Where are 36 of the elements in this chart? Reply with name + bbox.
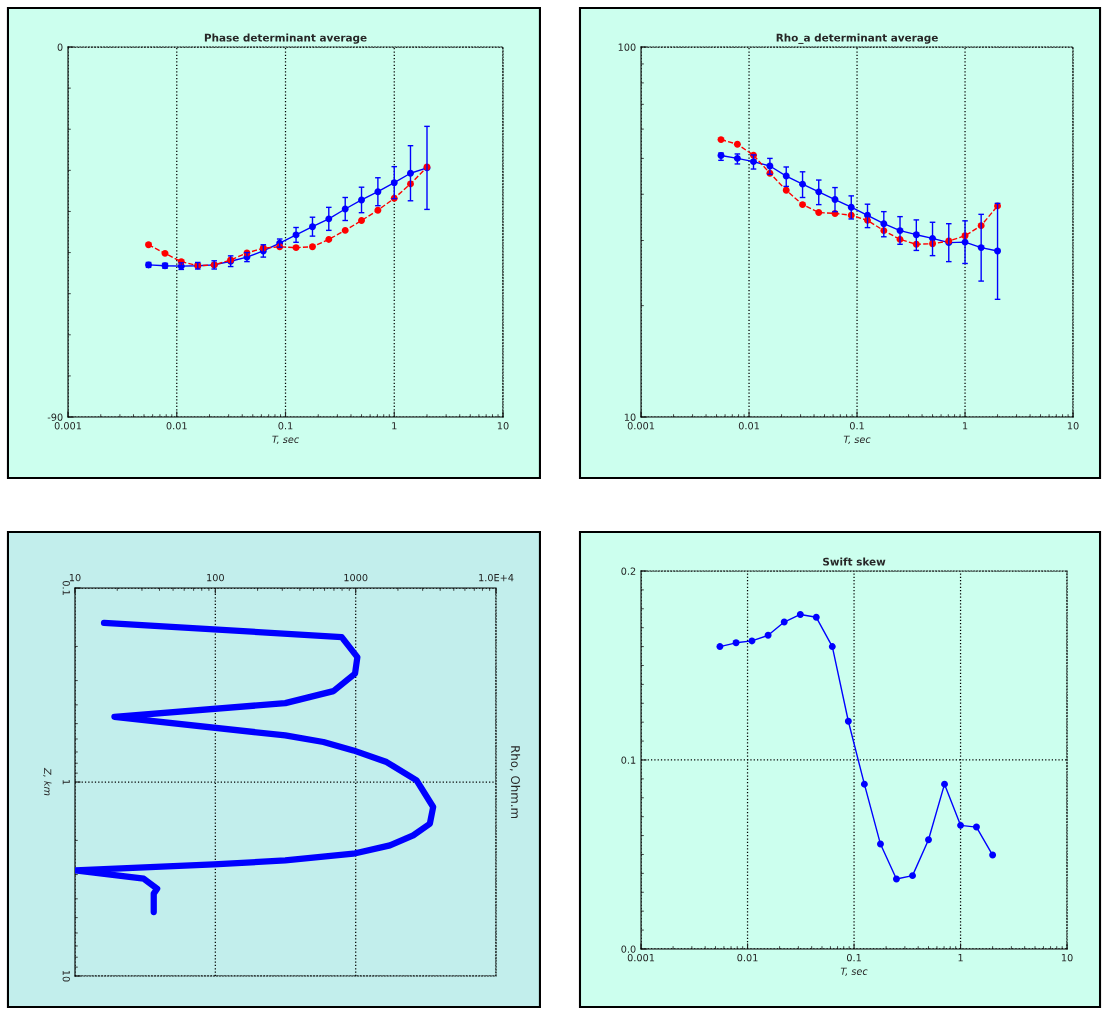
y-tick-label: 0.2 xyxy=(621,567,636,575)
x-tick-label: 0.01 xyxy=(737,954,758,962)
x-axis-title: T, sec xyxy=(840,967,868,976)
y-tick-label: 1 xyxy=(62,780,70,785)
y-tick-label: -90 xyxy=(47,413,63,421)
x-tick-label: 10 xyxy=(497,422,509,430)
x-tick-label: 1 xyxy=(963,422,968,430)
x-tick-label: 1000 xyxy=(344,573,368,582)
y-tick-label: 10 xyxy=(62,970,70,982)
x-tick-label: 0.1 xyxy=(849,422,864,430)
x-tick-label: 0.01 xyxy=(166,422,187,430)
x-axis-title: T, sec xyxy=(843,435,871,444)
x-tick-label: 10 xyxy=(69,573,81,582)
x-axis-title: T, sec xyxy=(272,435,300,444)
x-tick-label: 0.001 xyxy=(627,422,655,430)
x-tick-label: 1 xyxy=(392,422,397,430)
x-tick-label: 10 xyxy=(1067,422,1079,430)
x-tick-label: 1.0E+4 xyxy=(479,573,514,582)
text: Rho, Ohm.m xyxy=(509,746,521,818)
x-tick-label: 0.1 xyxy=(846,954,861,962)
chart-title: Phase determinant average xyxy=(204,33,367,44)
x-tick-label: 1 xyxy=(958,954,963,962)
x-tick-label: 10 xyxy=(1061,954,1073,962)
y-tick-label: 10 xyxy=(624,413,636,421)
chart-title: Swift skew xyxy=(823,557,886,566)
y-tick-label: 0.1 xyxy=(621,756,636,764)
y-tick-label: 0 xyxy=(57,43,63,51)
chart-title: Rho_a determinant average xyxy=(776,33,938,44)
y-tick-label: 100 xyxy=(618,43,636,51)
x-tick-label: 0.01 xyxy=(738,422,759,430)
x-tick-label: 0.1 xyxy=(278,422,293,430)
y-tick-label: 0.0 xyxy=(621,945,636,953)
x-tick-label: 0.001 xyxy=(54,422,82,430)
x-tick-label: 0.001 xyxy=(627,954,655,962)
x-tick-label: 100 xyxy=(207,573,224,582)
y-axis-title: Z, km xyxy=(43,767,52,796)
